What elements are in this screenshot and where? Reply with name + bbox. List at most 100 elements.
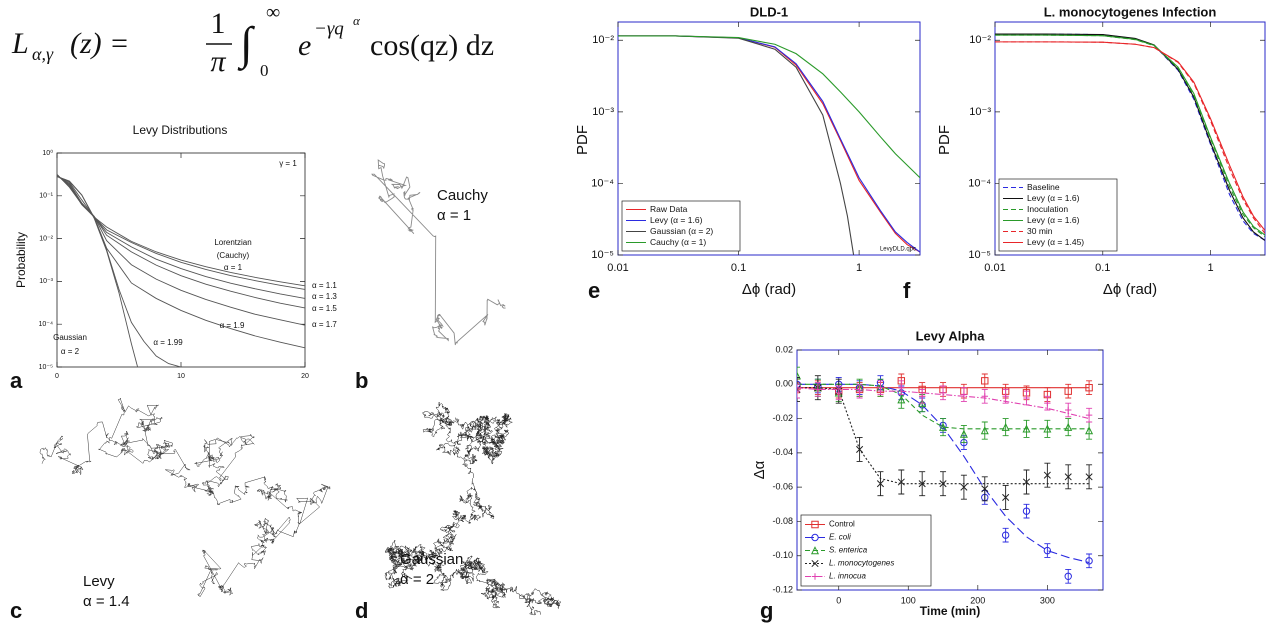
curve-label: α = 1.9 bbox=[220, 321, 245, 330]
legend-label: Baseline bbox=[1027, 182, 1060, 192]
marker bbox=[855, 384, 864, 392]
series-line bbox=[57, 173, 305, 287]
error-bar bbox=[1002, 418, 1009, 437]
legend-label: Control bbox=[829, 520, 855, 529]
y-tick-label: -0.12 bbox=[772, 584, 793, 594]
annotation: Lorentzian bbox=[214, 238, 251, 247]
plot-area bbox=[995, 33, 1265, 241]
marker bbox=[1064, 473, 1072, 481]
error-bar bbox=[960, 424, 967, 444]
marker bbox=[939, 389, 947, 397]
marker bbox=[960, 438, 968, 447]
marker bbox=[1044, 399, 1051, 407]
marker bbox=[811, 573, 819, 580]
panel-label: f bbox=[903, 278, 911, 303]
marker bbox=[856, 445, 864, 453]
legend-label: Levy (α = 1.6) bbox=[1027, 215, 1080, 225]
curve-label: α = 1.7 bbox=[312, 320, 337, 329]
curve-label: α = 1.5 bbox=[312, 304, 337, 313]
walk-name: Levy bbox=[83, 573, 115, 590]
curve-label: α = 1.99 bbox=[153, 338, 183, 347]
formula: L α,γ (z) = 1 π ∫ ∞ 0 e −γq α cos(qz) dz bbox=[11, 2, 494, 80]
marker bbox=[876, 480, 885, 488]
error-bar bbox=[797, 383, 800, 399]
walk-alpha: α = 1 bbox=[437, 207, 471, 224]
formula-arg: (z) = bbox=[70, 27, 129, 60]
legend-label: Levy (α = 1.6) bbox=[1027, 193, 1080, 203]
formula-upper: ∞ bbox=[266, 2, 280, 24]
error-bar bbox=[981, 373, 988, 389]
y-tick-label: -0.02 bbox=[772, 413, 793, 423]
marker bbox=[1023, 394, 1030, 402]
panel-label: a bbox=[10, 368, 23, 393]
x-tick-label: 0.1 bbox=[731, 262, 746, 274]
formula-lhs: L bbox=[11, 27, 29, 60]
marker bbox=[1085, 426, 1094, 435]
marker bbox=[918, 401, 926, 409]
walk-alpha: α = 2 bbox=[400, 571, 434, 588]
marker bbox=[980, 426, 989, 435]
y-tick-label: 10⁻⁴ bbox=[968, 177, 991, 189]
error-bar bbox=[1065, 568, 1072, 584]
plot-area bbox=[797, 366, 1094, 584]
y-axis-label: Δα bbox=[751, 460, 768, 479]
marker bbox=[939, 480, 947, 488]
marker bbox=[1001, 531, 1010, 539]
marker bbox=[1065, 406, 1072, 414]
marker bbox=[797, 382, 801, 390]
plot-frame bbox=[994, 21, 1266, 256]
y-axis-label: PDF bbox=[936, 125, 953, 155]
y-tick-label: -0.10 bbox=[772, 550, 793, 560]
marker bbox=[1001, 387, 1010, 395]
legend-label: Gaussian (α = 2) bbox=[650, 226, 713, 236]
chart-title: Levy Distributions bbox=[133, 123, 228, 137]
marker bbox=[1022, 424, 1031, 433]
marker bbox=[981, 377, 989, 385]
error-bar bbox=[1044, 419, 1051, 438]
x-tick-label: 1 bbox=[1207, 262, 1213, 274]
x-tick-label: 100 bbox=[901, 595, 916, 605]
plot-area bbox=[618, 35, 920, 255]
y-tick-label: -0.06 bbox=[772, 482, 793, 492]
marker bbox=[898, 384, 905, 391]
x-tick-label: 10 bbox=[177, 373, 185, 380]
plot-area bbox=[57, 173, 305, 367]
y-tick-label: 10⁻³ bbox=[969, 106, 991, 118]
marker bbox=[897, 389, 906, 397]
y-tick-label: 0.00 bbox=[775, 379, 793, 389]
y-tick-label: -0.04 bbox=[772, 447, 793, 457]
error-bar bbox=[1023, 419, 1030, 438]
marker bbox=[876, 378, 885, 387]
panel-label: b bbox=[355, 368, 368, 393]
x-tick-label: 0 bbox=[836, 595, 841, 605]
marker bbox=[1002, 393, 1009, 400]
marker bbox=[959, 429, 968, 438]
formula-lower: 0 bbox=[260, 61, 269, 80]
random-walk bbox=[39, 397, 331, 598]
marker bbox=[897, 377, 906, 385]
legend-label: L. innocua bbox=[829, 572, 866, 581]
error-bar bbox=[1086, 380, 1093, 396]
error-bar bbox=[1002, 527, 1009, 543]
marker bbox=[1085, 411, 1093, 419]
marker bbox=[797, 371, 802, 380]
marker bbox=[1064, 572, 1072, 580]
walk-name: Cauchy bbox=[437, 187, 488, 204]
marker bbox=[1002, 493, 1010, 501]
formula-subscript: α,γ bbox=[32, 44, 54, 64]
panel-label: c bbox=[10, 598, 22, 623]
series-line bbox=[57, 175, 305, 349]
marker bbox=[1043, 424, 1052, 433]
annotation: Gaussian bbox=[53, 333, 87, 342]
series-line bbox=[618, 35, 920, 179]
marker bbox=[897, 395, 906, 404]
y-tick-label: 10⁻³ bbox=[592, 106, 614, 118]
series-line bbox=[57, 176, 139, 367]
x-tick-label: 0.1 bbox=[1095, 262, 1110, 274]
error-bar bbox=[1044, 543, 1051, 558]
error-bar bbox=[981, 421, 988, 440]
marker bbox=[1085, 473, 1093, 481]
y-tick-label: 10⁻⁴ bbox=[39, 321, 54, 328]
error-bar bbox=[1086, 553, 1093, 569]
